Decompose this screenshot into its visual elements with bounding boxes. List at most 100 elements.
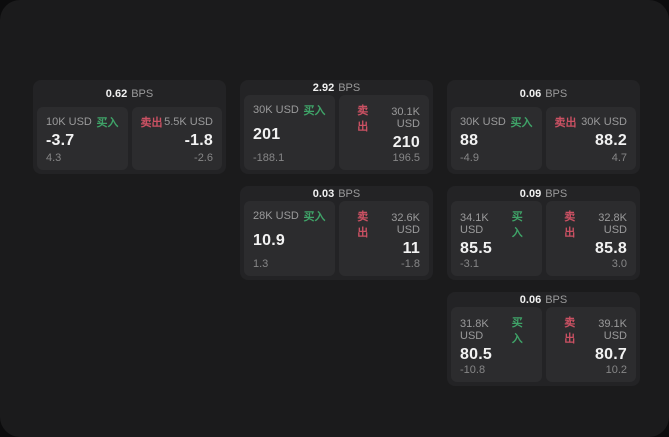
bps-value: 0.03 <box>312 187 335 200</box>
bps-unit-label: BPS <box>545 87 568 100</box>
buy-sub-value: -10.8 <box>460 364 486 376</box>
buy-sub-value: 4.3 <box>46 152 62 164</box>
buy-panel-top: 34.1K USD 买入 <box>460 208 533 240</box>
quote-panels: 34.1K USD 买入 85.5 -3.1 卖出 32.8K USD 85.8… <box>447 201 640 280</box>
sell-panel-top: 卖出 32.6K USD <box>348 208 420 240</box>
bps-value: 0.09 <box>519 187 542 200</box>
buy-panel[interactable]: 34.1K USD 买入 85.5 -3.1 <box>451 201 542 276</box>
sell-panel[interactable]: 卖出 30K USD 88.2 4.7 <box>545 107 636 170</box>
quote-panels: 30K USD 买入 201 -188.1 卖出 30.1K USD 210 1… <box>240 95 433 174</box>
sell-side-label: 卖出 <box>357 105 369 133</box>
bps-unit-label: BPS <box>338 187 361 200</box>
buy-price-value: 201 <box>253 126 281 143</box>
quote-panels: 28K USD 买入 10.9 1.3 卖出 32.6K USD 11 -1.8 <box>240 201 433 280</box>
sell-price-value: 210 <box>392 134 420 151</box>
quote-card: 0.09 BPS 34.1K USD 买入 85.5 -3.1 卖出 32.8K… <box>447 186 640 280</box>
sell-amount-label: 32.6K USD <box>391 212 420 236</box>
buy-panel-top: 30K USD 买入 <box>460 114 533 130</box>
quote-card: 0.62 BPS 10K USD 买入 -3.7 4.3 卖出 5.5K USD… <box>33 80 226 174</box>
sell-panel[interactable]: 卖出 32.8K USD 85.8 3.0 <box>545 201 636 276</box>
sell-panel-top: 卖出 30.1K USD <box>348 102 420 134</box>
buy-amount-label: 30K USD <box>460 116 506 128</box>
quote-card: 2.92 BPS 30K USD 买入 201 -188.1 卖出 30.1K … <box>240 80 433 174</box>
sell-sub-value: 3.0 <box>611 258 627 270</box>
buy-side-label: 买入 <box>510 117 533 129</box>
sell-side-label: 卖出 <box>357 211 369 239</box>
buy-sub-value: -4.9 <box>460 152 479 164</box>
sell-panel-top: 卖出 5.5K USD <box>141 114 214 130</box>
sell-panel[interactable]: 卖出 39.1K USD 80.7 10.2 <box>545 307 636 382</box>
quote-panels: 10K USD 买入 -3.7 4.3 卖出 5.5K USD -1.8 -2.… <box>33 107 226 174</box>
sell-sub-value: 196.5 <box>392 152 420 164</box>
buy-amount-label: 10K USD <box>46 116 92 128</box>
buy-sub-value: -3.1 <box>460 258 479 270</box>
quote-panels: 31.8K USD 买入 80.5 -10.8 卖出 39.1K USD 80.… <box>447 307 640 386</box>
sell-sub-value: -1.8 <box>401 258 420 270</box>
buy-panel-top: 31.8K USD 买入 <box>460 314 533 346</box>
sell-amount-label: 39.1K USD <box>598 318 627 342</box>
buy-amount-label: 28K USD <box>253 210 299 222</box>
sell-panel[interactable]: 卖出 5.5K USD -1.8 -2.6 <box>131 107 222 170</box>
sell-side-label: 卖出 <box>554 117 577 129</box>
buy-side-label: 买入 <box>303 211 326 223</box>
card-bps-header: 0.62 BPS <box>33 80 226 107</box>
card-bps-header: 0.09 BPS <box>447 186 640 201</box>
buy-panel[interactable]: 28K USD 买入 10.9 1.3 <box>244 201 335 276</box>
buy-panel[interactable]: 30K USD 买入 88 -4.9 <box>451 107 542 170</box>
sell-side-label: 卖出 <box>564 317 576 345</box>
bps-unit-label: BPS <box>545 187 568 200</box>
sell-amount-label: 30K USD <box>581 116 627 128</box>
sell-panel-top: 卖出 32.8K USD <box>555 208 627 240</box>
buy-amount-label: 30K USD <box>253 104 299 116</box>
bps-unit-label: BPS <box>338 81 361 94</box>
buy-sub-value: 1.3 <box>253 258 269 270</box>
sell-sub-value: 4.7 <box>611 152 627 164</box>
bps-value: 0.62 <box>105 87 128 100</box>
quote-card: 0.06 BPS 31.8K USD 买入 80.5 -10.8 卖出 39.1… <box>447 292 640 386</box>
sell-side-label: 卖出 <box>564 211 576 239</box>
card-bps-header: 0.06 BPS <box>447 292 640 307</box>
bps-value: 2.92 <box>312 81 335 94</box>
bps-value: 0.06 <box>519 87 542 100</box>
buy-price-value: 85.5 <box>460 240 492 257</box>
buy-panel-top: 28K USD 买入 <box>253 208 326 224</box>
quote-panels: 30K USD 买入 88 -4.9 卖出 30K USD 88.2 4.7 <box>447 107 640 174</box>
buy-side-label: 买入 <box>303 105 326 117</box>
buy-side-label: 买入 <box>511 317 523 345</box>
sell-sub-value: 10.2 <box>605 364 627 376</box>
buy-panel[interactable]: 10K USD 买入 -3.7 4.3 <box>37 107 128 170</box>
sell-panel-top: 卖出 39.1K USD <box>555 314 627 346</box>
buy-panel[interactable]: 31.8K USD 买入 80.5 -10.8 <box>451 307 542 382</box>
sell-panel[interactable]: 卖出 32.6K USD 11 -1.8 <box>338 201 429 276</box>
quote-card: 0.03 BPS 28K USD 买入 10.9 1.3 卖出 32.6K US… <box>240 186 433 280</box>
sell-panel-top: 卖出 30K USD <box>555 114 628 130</box>
buy-price-value: 80.5 <box>460 346 492 363</box>
buy-side-label: 买入 <box>511 211 523 239</box>
sell-price-value: -1.8 <box>184 132 213 149</box>
sell-price-value: 80.7 <box>595 346 627 363</box>
buy-price-value: -3.7 <box>46 132 75 149</box>
buy-panel-top: 30K USD 买入 <box>253 102 326 118</box>
buy-panel-top: 10K USD 买入 <box>46 114 119 130</box>
quote-card: 0.06 BPS 30K USD 买入 88 -4.9 卖出 30K USD 8… <box>447 80 640 174</box>
buy-amount-label: 31.8K USD <box>460 318 489 342</box>
sell-side-label: 卖出 <box>140 117 163 129</box>
buy-sub-value: -188.1 <box>253 152 285 164</box>
quotes-grid: 0.62 BPS 10K USD 买入 -3.7 4.3 卖出 5.5K USD… <box>33 80 640 386</box>
card-bps-header: 2.92 BPS <box>240 80 433 95</box>
buy-side-label: 买入 <box>96 117 119 129</box>
buy-price-value: 10.9 <box>253 232 285 249</box>
sell-amount-label: 30.1K USD <box>391 106 420 130</box>
bps-unit-label: BPS <box>545 293 568 306</box>
bps-value: 0.06 <box>519 293 542 306</box>
buy-panel[interactable]: 30K USD 买入 201 -188.1 <box>244 95 335 170</box>
card-bps-header: 0.03 BPS <box>240 186 433 201</box>
sell-panel[interactable]: 卖出 30.1K USD 210 196.5 <box>338 95 429 170</box>
buy-amount-label: 34.1K USD <box>460 212 489 236</box>
sell-price-value: 11 <box>402 240 420 257</box>
sell-sub-value: -2.6 <box>194 152 213 164</box>
sell-price-value: 85.8 <box>595 240 627 257</box>
sell-price-value: 88.2 <box>595 132 627 149</box>
sell-amount-label: 32.8K USD <box>598 212 627 236</box>
